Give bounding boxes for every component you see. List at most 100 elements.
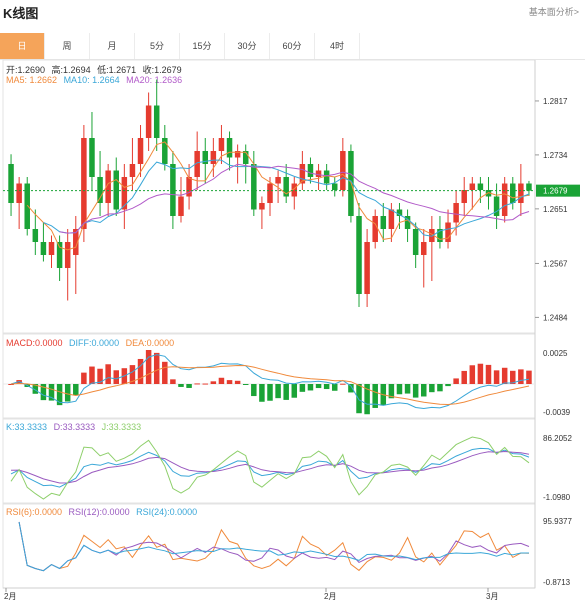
macd-legend: MACD:0.0000 DIFF:0.0000 DEA:0.0000	[6, 338, 178, 348]
macd-bar	[129, 365, 136, 384]
macd-bar	[178, 384, 184, 387]
candle-body	[429, 229, 435, 242]
candle-body	[412, 229, 419, 255]
tab-5min[interactable]: 5分	[135, 33, 180, 59]
macd-bar	[388, 384, 395, 399]
candle-body	[105, 170, 111, 203]
candle-body	[380, 216, 387, 229]
rsi24-line	[18, 521, 529, 572]
candle-body	[275, 177, 281, 184]
rsi-legend: RSI(6):0.0000 RSI(12):0.0000 RSI(24):0.0…	[6, 507, 201, 517]
candle-body	[299, 164, 306, 184]
candle-body	[315, 170, 322, 177]
candle-body	[186, 177, 192, 197]
diff-value: DIFF:0.0000	[69, 338, 120, 348]
open-value: 开:1.2690	[6, 65, 46, 75]
candle-body	[178, 196, 184, 216]
macd-bar	[412, 384, 419, 398]
macd-bar	[315, 384, 322, 389]
candle-body	[485, 190, 492, 197]
macd-bar	[510, 370, 516, 384]
low-value: 低:1.2671	[97, 65, 137, 75]
macd-value: MACD:0.0000	[6, 338, 63, 348]
candle-body	[518, 183, 524, 203]
candle-body	[73, 229, 79, 255]
macd-bar	[170, 379, 176, 384]
macd-bar	[218, 377, 225, 384]
tab-4hour[interactable]: 4时	[315, 33, 360, 59]
dea-value: DEA:0.0000	[125, 338, 175, 348]
candle-body	[40, 242, 47, 255]
candle-body	[340, 151, 346, 190]
time-tick-label: 3月	[486, 592, 498, 600]
macd-bar	[283, 384, 289, 400]
tab-30min[interactable]: 30分	[225, 33, 270, 59]
macd-bar	[97, 368, 103, 384]
macd-bar	[267, 384, 273, 401]
macd-bar	[8, 384, 14, 385]
j-value: J:33.3333	[101, 422, 142, 432]
ma20-value: MA20: 1.2636	[126, 75, 183, 85]
macd-bar	[113, 370, 119, 384]
candle-body	[194, 151, 200, 177]
rsi6-line	[18, 521, 530, 572]
candle-body	[234, 151, 241, 158]
tab-month[interactable]: 月	[90, 33, 135, 59]
candle-body	[202, 151, 209, 164]
page-title: K线图	[3, 6, 39, 21]
macd-bar	[105, 364, 111, 384]
macd-bar	[162, 361, 168, 384]
rsi-tick-label: 95.9377	[543, 517, 572, 526]
ma5-line	[26, 141, 530, 251]
candle-body	[283, 177, 289, 197]
rsi-tick-label: -0.8713	[543, 578, 571, 587]
candle-body	[129, 164, 136, 177]
macd-bar	[421, 384, 427, 397]
candle-body	[323, 170, 330, 184]
ma-legend: MA5: 1.2662 MA10: 1.2664 MA20: 1.2636	[6, 75, 186, 85]
macd-bar	[526, 370, 532, 384]
macd-bar	[186, 384, 192, 388]
k-line	[10, 447, 530, 488]
ma10-line	[43, 159, 530, 237]
candle-body	[24, 183, 30, 229]
macd-bar	[202, 383, 209, 385]
macd-bar	[501, 367, 508, 384]
candle-body	[153, 105, 160, 138]
tab-15min[interactable]: 15分	[180, 33, 225, 59]
candle-body	[501, 183, 508, 216]
diff-line	[10, 354, 530, 410]
rsi12-line	[18, 521, 530, 572]
macd-bar	[48, 384, 55, 401]
tab-60min[interactable]: 60分	[270, 33, 315, 59]
macd-bar	[404, 384, 411, 394]
candle-body	[477, 183, 484, 190]
macd-bar	[251, 384, 257, 397]
candle-body	[242, 151, 249, 164]
time-tick-label: 2月	[4, 592, 16, 600]
tab-week[interactable]: 周	[45, 33, 90, 59]
candle-body	[81, 138, 87, 229]
price-tick-label: 1.2484	[543, 313, 568, 322]
candle-body	[170, 164, 176, 216]
macd-bar	[477, 363, 484, 384]
k-value: K:33.3333	[6, 422, 48, 432]
macd-bar	[396, 384, 403, 395]
d-value: D:33.3333	[53, 422, 96, 432]
fundamental-analysis-link[interactable]: 基本面分析>	[528, 7, 579, 17]
macd-bar	[40, 384, 47, 401]
macd-bar	[331, 384, 338, 391]
tab-day[interactable]: 日	[0, 33, 45, 59]
macd-bar	[340, 383, 346, 385]
macd-bar	[429, 384, 435, 393]
candle-body	[356, 216, 362, 294]
candle-body	[259, 203, 265, 210]
ma5-value: MA5: 1.2662	[6, 75, 58, 85]
close-value: 收:1.2679	[142, 65, 182, 75]
kdj-legend: K:33.3333 D:33.3333 J:33.3333	[6, 422, 145, 432]
macd-bar	[259, 384, 265, 402]
candle-body	[226, 138, 233, 158]
macd-bar	[518, 369, 524, 384]
candle-body	[421, 242, 427, 255]
